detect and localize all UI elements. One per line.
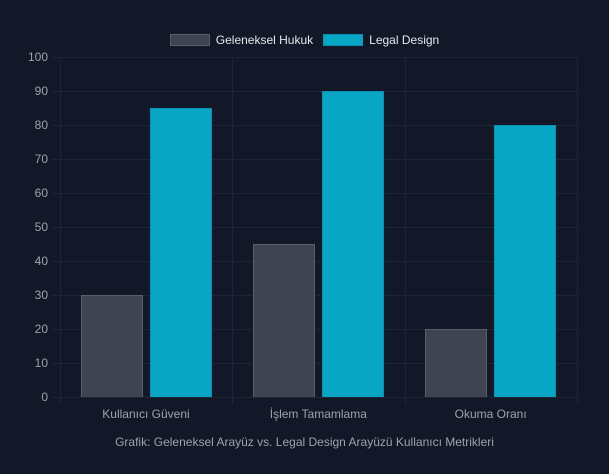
x-tick-label: Kullanıcı Güveni [102, 407, 190, 421]
gridline-horizontal [52, 125, 577, 126]
y-tick-label: 100 [27, 50, 48, 64]
plot-area [52, 57, 578, 405]
legend-swatch-gray [169, 34, 210, 46]
gridline-horizontal [52, 57, 577, 58]
bar-geleneksel-hukuk[interactable] [425, 329, 488, 397]
legend-swatch-cyan [323, 34, 364, 46]
gridline-horizontal [52, 91, 577, 92]
y-tick-label: 10 [34, 356, 48, 370]
legend-item-geleneksel-hukuk[interactable]: Geleneksel Hukuk [169, 33, 314, 47]
y-tick-label: 40 [34, 254, 48, 268]
y-tick-label: 60 [34, 186, 48, 200]
y-tick-label: 0 [41, 390, 48, 404]
chart-caption: Grafik: Geleneksel Arayüz vs. Legal Desi… [115, 435, 494, 449]
gridline-vertical [577, 57, 578, 405]
gridline-vertical [232, 57, 234, 405]
bar-legal-design[interactable] [149, 108, 212, 397]
legend-label: Geleneksel Hukuk [215, 33, 314, 47]
y-tick-label: 90 [34, 84, 48, 98]
legend-label: Legal Design [369, 33, 440, 47]
x-tick-label: İşlem Tamamlama [269, 407, 367, 421]
gridline-vertical [404, 57, 406, 405]
bar-legal-design[interactable] [322, 91, 384, 397]
gridline-horizontal [52, 159, 577, 160]
y-tick-label: 50 [34, 220, 48, 234]
legend-item-legal-design[interactable]: Legal Design [323, 33, 439, 47]
chart-legend: Geleneksel Hukuk Legal Design [0, 33, 609, 47]
x-tick-label: Okuma Oranı [454, 407, 527, 421]
bar-geleneksel-hukuk[interactable] [80, 295, 143, 397]
y-tick-label: 80 [34, 118, 48, 132]
bar-legal-design[interactable] [494, 125, 557, 397]
gridline-vertical [60, 57, 61, 405]
gridline-horizontal [52, 227, 577, 228]
y-tick-label: 30 [34, 288, 48, 302]
bar-geleneksel-hukuk[interactable] [253, 244, 315, 397]
y-tick-label: 70 [34, 152, 48, 166]
y-tick-label: 20 [34, 322, 48, 336]
gridline-horizontal [52, 397, 577, 398]
gridline-horizontal [52, 193, 577, 194]
